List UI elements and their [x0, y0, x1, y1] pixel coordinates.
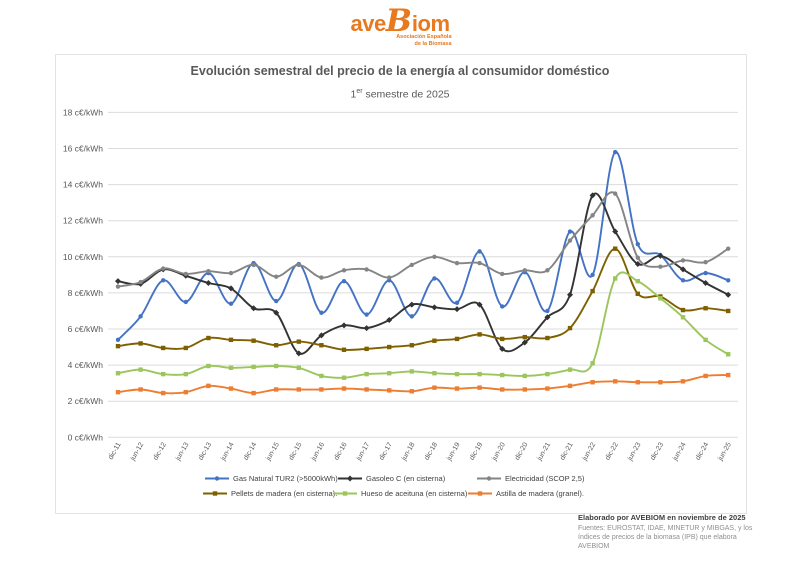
- avebiom-logo: aveBiom Asociación Española de la Biomas…: [0, 3, 800, 47]
- legend-label: Pellets de madera (en cisterna).: [231, 489, 337, 498]
- x-tick-label: jun-16: [310, 441, 326, 462]
- legend-label: Electricidad (SCOP 2,5): [505, 474, 585, 483]
- x-tick-label: dic-18: [424, 441, 440, 461]
- y-tick-label: 18 c€/kWh: [63, 107, 103, 117]
- x-tick-label: dic-16: [333, 441, 349, 461]
- x-tick-label: dic-22: [604, 441, 620, 461]
- legend-label: Astilla de madera (granel).: [496, 489, 584, 498]
- x-tick-label: jun-12: [129, 441, 145, 462]
- x-tick-label: dic-23: [650, 441, 666, 461]
- x-tick-label: jun-25: [717, 441, 733, 462]
- x-tick-label: dic-24: [695, 441, 711, 461]
- y-tick-label: 8 c€/kWh: [68, 288, 104, 298]
- x-tick-label: jun-20: [491, 441, 507, 462]
- y-axis-labels: 0 c€/kWh 2 c€/kWh 4 c€/kWh 6 c€/kWh 8 c€/kWh…: [63, 107, 103, 442]
- x-tick-label: jun-23: [626, 441, 642, 462]
- series-pellets-de-madera-en-cisterna: [115, 246, 731, 352]
- footer-note: Elaborado por AVEBIOM en noviembre de 20…: [578, 513, 768, 551]
- series-astilla-de-madera-granel: [115, 372, 731, 396]
- x-tick-label: jun-17: [355, 441, 371, 462]
- legend-item: Hueso de aceituna (en cisterna): [333, 489, 468, 498]
- y-tick-label: 10 c€/kWh: [63, 252, 103, 262]
- legend-item: Gasoleo C (en cisterna): [338, 474, 446, 483]
- y-tick-label: 2 c€/kWh: [68, 396, 104, 406]
- y-tick-label: 4 c€/kWh: [68, 360, 104, 370]
- x-tick-label: jun-18: [400, 441, 416, 462]
- x-tick-label: jun-22: [581, 441, 597, 462]
- x-tick-label: dic-21: [559, 441, 575, 461]
- legend-label: Hueso de aceituna (en cisterna): [361, 489, 468, 498]
- logo-text-iom: iom: [411, 11, 450, 36]
- legend-label: Gas Natural TUR2 (>5000kWh): [233, 474, 338, 483]
- x-tick-label: dic-20: [514, 441, 530, 461]
- x-axis-labels: dic-11 jun-12 dic-12 jun-13 dic-13 jun-14 dic-…: [107, 441, 733, 462]
- x-tick-label: jun-19: [445, 441, 461, 462]
- x-tick-label: jun-24: [671, 441, 687, 462]
- y-tick-label: 6 c€/kWh: [68, 324, 104, 334]
- legend-item: Gas Natural TUR2 (>5000kWh): [205, 474, 338, 483]
- x-tick-label: dic-19: [469, 441, 485, 461]
- x-tick-label: dic-13: [198, 441, 214, 461]
- x-tick-label: dic-14: [243, 441, 259, 461]
- y-tick-label: 0 c€/kWh: [68, 432, 104, 442]
- y-tick-label: 14 c€/kWh: [63, 180, 103, 190]
- x-tick-label: dic-11: [107, 441, 122, 461]
- logo-tagline: Asociación Española de la Biomasa: [396, 34, 452, 47]
- series-hueso-de-aceituna-en-cisterna: [115, 271, 731, 380]
- legend-item: Electricidad (SCOP 2,5): [477, 474, 585, 483]
- legend: Gas Natural TUR2 (>5000kWh) Gasoleo C (en…: [203, 474, 585, 498]
- legend-label: Gasoleo C (en cisterna): [366, 474, 446, 483]
- y-tick-label: 12 c€/kWh: [63, 216, 103, 226]
- logo-text-b: B: [385, 3, 412, 39]
- chart-subtitle: 1er semestre de 2025: [350, 88, 450, 101]
- x-tick-label: jun-14: [219, 441, 235, 462]
- y-tick-label: 16 c€/kWh: [63, 144, 103, 154]
- x-tick-label: dic-15: [288, 441, 304, 461]
- series-electricidad-scop-2-5: [115, 191, 731, 289]
- footer-credit: Elaborado por AVEBIOM en noviembre de 20…: [578, 513, 746, 522]
- x-tick-label: jun-13: [174, 441, 190, 462]
- series-gas-natural-tur2-5000kwh: [115, 149, 731, 343]
- chart-title: Evolución semestral del precio de la ene…: [190, 64, 610, 78]
- legend-item: Pellets de madera (en cisterna).: [203, 489, 337, 498]
- x-tick-label: dic-12: [152, 441, 168, 461]
- logo-text-ave: ave: [350, 11, 386, 36]
- footer-sources: Fuentes: EUROSTAT, IDAE, MINETUR y MIBGA…: [578, 524, 753, 550]
- x-tick-label: dic-17: [378, 441, 394, 461]
- legend-item: Astilla de madera (granel).: [468, 489, 584, 498]
- x-tick-label: jun-15: [265, 441, 281, 462]
- x-tick-label: jun-21: [536, 441, 552, 462]
